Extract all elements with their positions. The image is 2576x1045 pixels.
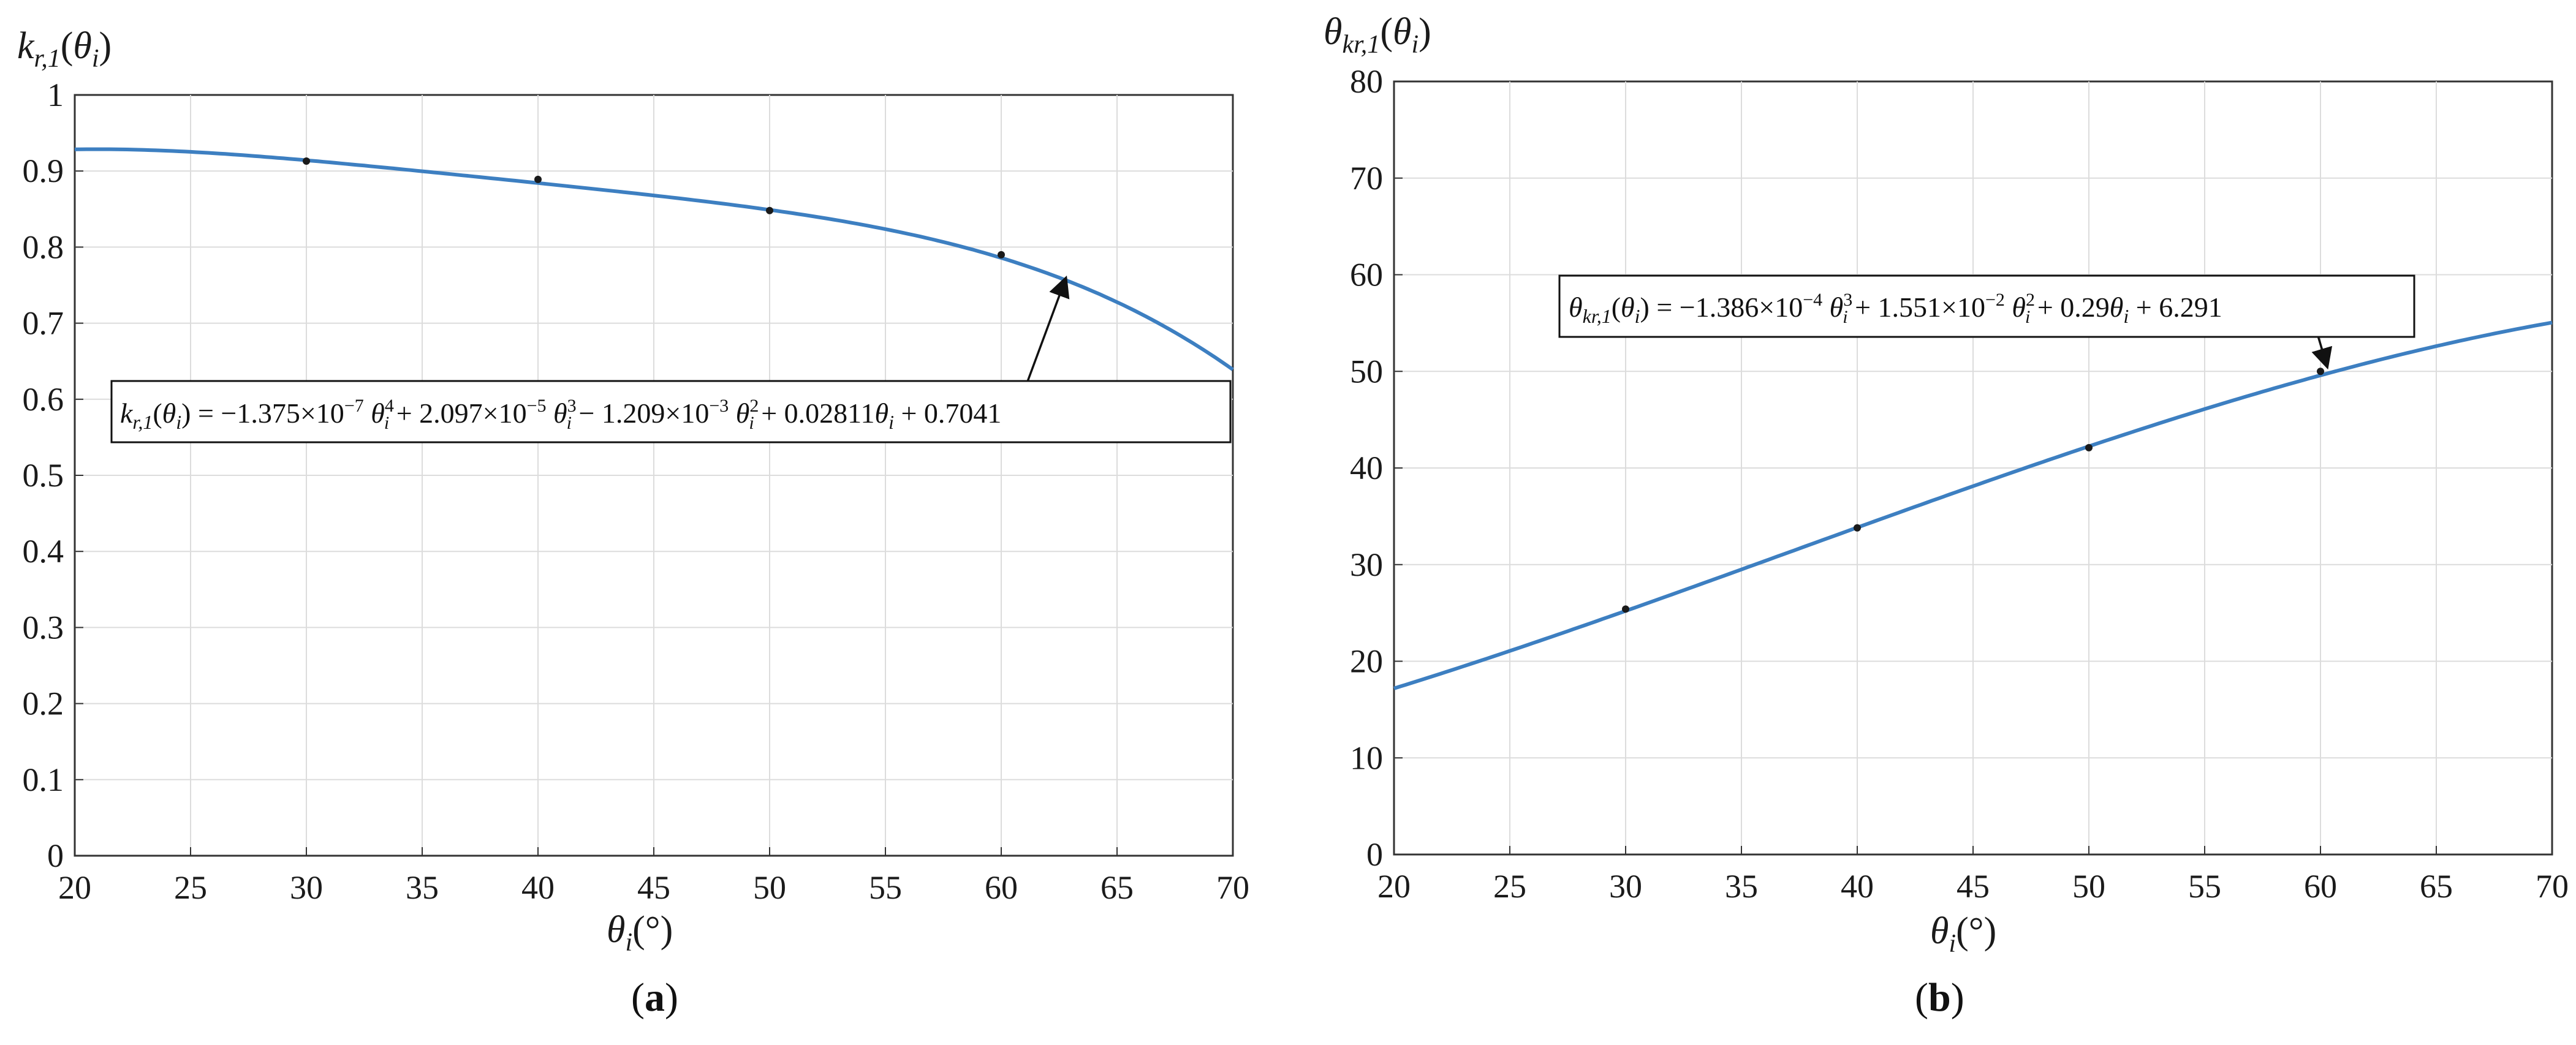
equation-annotation-b: θkr,1(θi) = −1.386×10−4 θ3 i + 1.551×10−2… <box>1558 274 2415 338</box>
data-point <box>534 175 542 183</box>
y-tick-label: 40 <box>1350 450 1383 486</box>
data-point <box>1622 605 1629 613</box>
y-axis-label-a: kr,1(θi) <box>17 25 112 73</box>
y-tick-label: 0.4 <box>23 533 64 570</box>
y-tick-label: 0.2 <box>23 685 64 722</box>
x-tick-label: 65 <box>1100 869 1134 906</box>
y-tick-label: 50 <box>1350 353 1383 390</box>
equation-box-a <box>110 380 1232 443</box>
y-tick-label: 0 <box>47 837 64 874</box>
fit-curve-a <box>74 147 1234 371</box>
y-tick-label: 0.9 <box>23 153 64 189</box>
y-tick-label: 20 <box>1350 643 1383 680</box>
x-tick-label: 45 <box>1957 868 1990 905</box>
tick-labels-a: 20 25 30 35 40 45 50 55 60 65 70 0 0.1 0.2 0.3 0.4 0.5 0.… <box>23 77 1250 906</box>
data-point <box>2317 368 2324 375</box>
x-tick-label: 70 <box>1216 869 1249 906</box>
y-tick-label: 70 <box>1350 160 1383 197</box>
x-tick-label: 30 <box>290 869 323 906</box>
x-tick-label: 40 <box>1841 868 1874 905</box>
y-tick-label: 30 <box>1350 546 1383 583</box>
y-tick-label: 0.3 <box>23 609 64 646</box>
x-tick-label: 20 <box>1377 868 1411 905</box>
x-tick-label: 35 <box>1725 868 1758 905</box>
chart-panel-b: 20 25 30 35 40 45 50 55 60 65 7001020304050607080 … <box>1324 11 2569 1020</box>
x-tick-label: 65 <box>2420 868 2453 905</box>
chart-panel-a: 20 25 30 35 40 45 50 55 60 65 70 0 0.1 0.2 0.3 0.4 0.5 0.… <box>17 25 1249 1020</box>
x-tick-label: 25 <box>1493 868 1526 905</box>
x-tick-label: 50 <box>753 869 786 906</box>
x-tick-label: 20 <box>58 869 91 906</box>
y-tick-label: 80 <box>1350 63 1383 100</box>
fit-curve-b <box>1393 320 2553 690</box>
x-tick-label: 60 <box>2304 868 2337 905</box>
y-axis-label-b: θkr,1(θi) <box>1324 11 1431 59</box>
y-tick-label: 0 <box>1366 836 1383 873</box>
y-tick-label: 10 <box>1350 739 1383 776</box>
x-tick-label: 40 <box>521 869 555 906</box>
equation-box-b <box>1558 274 2415 338</box>
grid-b <box>1393 81 2553 855</box>
data-point <box>303 157 310 165</box>
x-tick-label: 70 <box>2536 868 2569 905</box>
x-tick-label: 25 <box>174 869 207 906</box>
x-tick-label: 45 <box>637 869 670 906</box>
data-point <box>766 206 773 214</box>
y-tick-label: 0.5 <box>23 457 64 494</box>
y-tick-label: 0.7 <box>23 305 64 342</box>
tick-labels-b: 20 25 30 35 40 45 50 55 60 65 70 0 10 20 30 40 50 60 70 80 <box>1350 63 2569 905</box>
y-tick-label: 1 <box>47 77 64 113</box>
grid-a <box>74 94 1233 856</box>
equation-annotation-a: kr,1(θi) = −1.375×10−7 θ4 i + 2.097×10−5 … <box>110 380 1232 443</box>
x-tick-label: 60 <box>985 869 1018 906</box>
panel-label-b: (b) <box>1915 975 1964 1020</box>
equation-text-b: θkr,1(θi) = −1.386×10−4 θ3 i + 1.551×10−2… <box>1569 290 2222 327</box>
x-axis-label-a: θi(°) <box>607 909 673 957</box>
x-tick-label: 55 <box>2188 868 2221 905</box>
data-points-a <box>303 157 1005 258</box>
data-point <box>2085 443 2093 451</box>
panel-label-a: (a) <box>631 975 678 1020</box>
y-tick-label: 60 <box>1350 257 1383 293</box>
equation-text-a: kr,1(θi) = −1.375×10−7 θ4 i + 2.097×10−5 … <box>120 396 1001 433</box>
x-axis-label-b: θi(°) <box>1930 910 1996 958</box>
x-tick-label: 30 <box>1609 868 1642 905</box>
x-tick-label: 55 <box>869 869 902 906</box>
y-tick-label: 0.1 <box>23 761 64 798</box>
data-point <box>998 251 1005 258</box>
y-tick-label: 0.8 <box>23 228 64 265</box>
data-point <box>1854 524 1861 532</box>
x-tick-label: 35 <box>406 869 439 906</box>
y-tick-label: 0.6 <box>23 381 64 418</box>
x-tick-label: 50 <box>2072 868 2105 905</box>
